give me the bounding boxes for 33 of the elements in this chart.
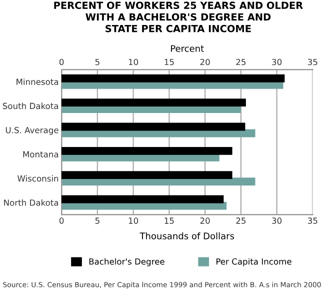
x2-tick-label: 15	[164, 58, 174, 66]
y-tick-label: North Dakota	[4, 199, 58, 206]
chart-title: PERCENT OF WORKERS 25 YEARS AND OLDER WITH A BACHELOR'S DEGREE AND STATE PER CAPITA INCOME	[54, 2, 303, 32]
x-tick-label: 10	[128, 218, 138, 224]
x2-tick-label: 10	[128, 58, 138, 66]
bar	[62, 171, 232, 180]
x-tick-label: 0	[59, 218, 64, 224]
legend-label: Bachelor's Degree	[89, 258, 164, 266]
x2-tick-label: 0	[59, 58, 64, 66]
y-tick-label: South Dakota	[2, 102, 58, 110]
y-tick-label: Minnesota	[16, 78, 58, 85]
x-tick-label: 25	[236, 218, 246, 224]
y-tick-label: Wisconsin	[17, 175, 58, 182]
x-tick-label: 30	[272, 218, 282, 224]
x-tick-label: 15	[164, 218, 174, 224]
x-tick-label: 5	[95, 218, 100, 224]
bar	[62, 146, 232, 155]
x-axis-title: Thousands of Dollars	[140, 232, 234, 240]
y-tick-label: U.S. Average	[6, 126, 58, 135]
bar	[62, 74, 285, 82]
legend-label: Per Capita Income	[216, 258, 292, 266]
bar	[62, 195, 224, 204]
x2-tick-label: 20	[200, 58, 210, 66]
x2-tick-label: 30	[272, 58, 282, 66]
bar	[62, 122, 246, 131]
x-tick-label: 20	[200, 218, 210, 224]
x2-tick-label: 25	[236, 58, 246, 66]
x2-axis-title: Percent	[171, 45, 204, 52]
bar	[62, 98, 246, 107]
x-tick-label: 35	[308, 218, 318, 224]
x2-tick-label: 5	[95, 58, 100, 66]
x2-tick-label: 35	[308, 58, 318, 66]
y-tick-label: Montana	[23, 151, 58, 158]
